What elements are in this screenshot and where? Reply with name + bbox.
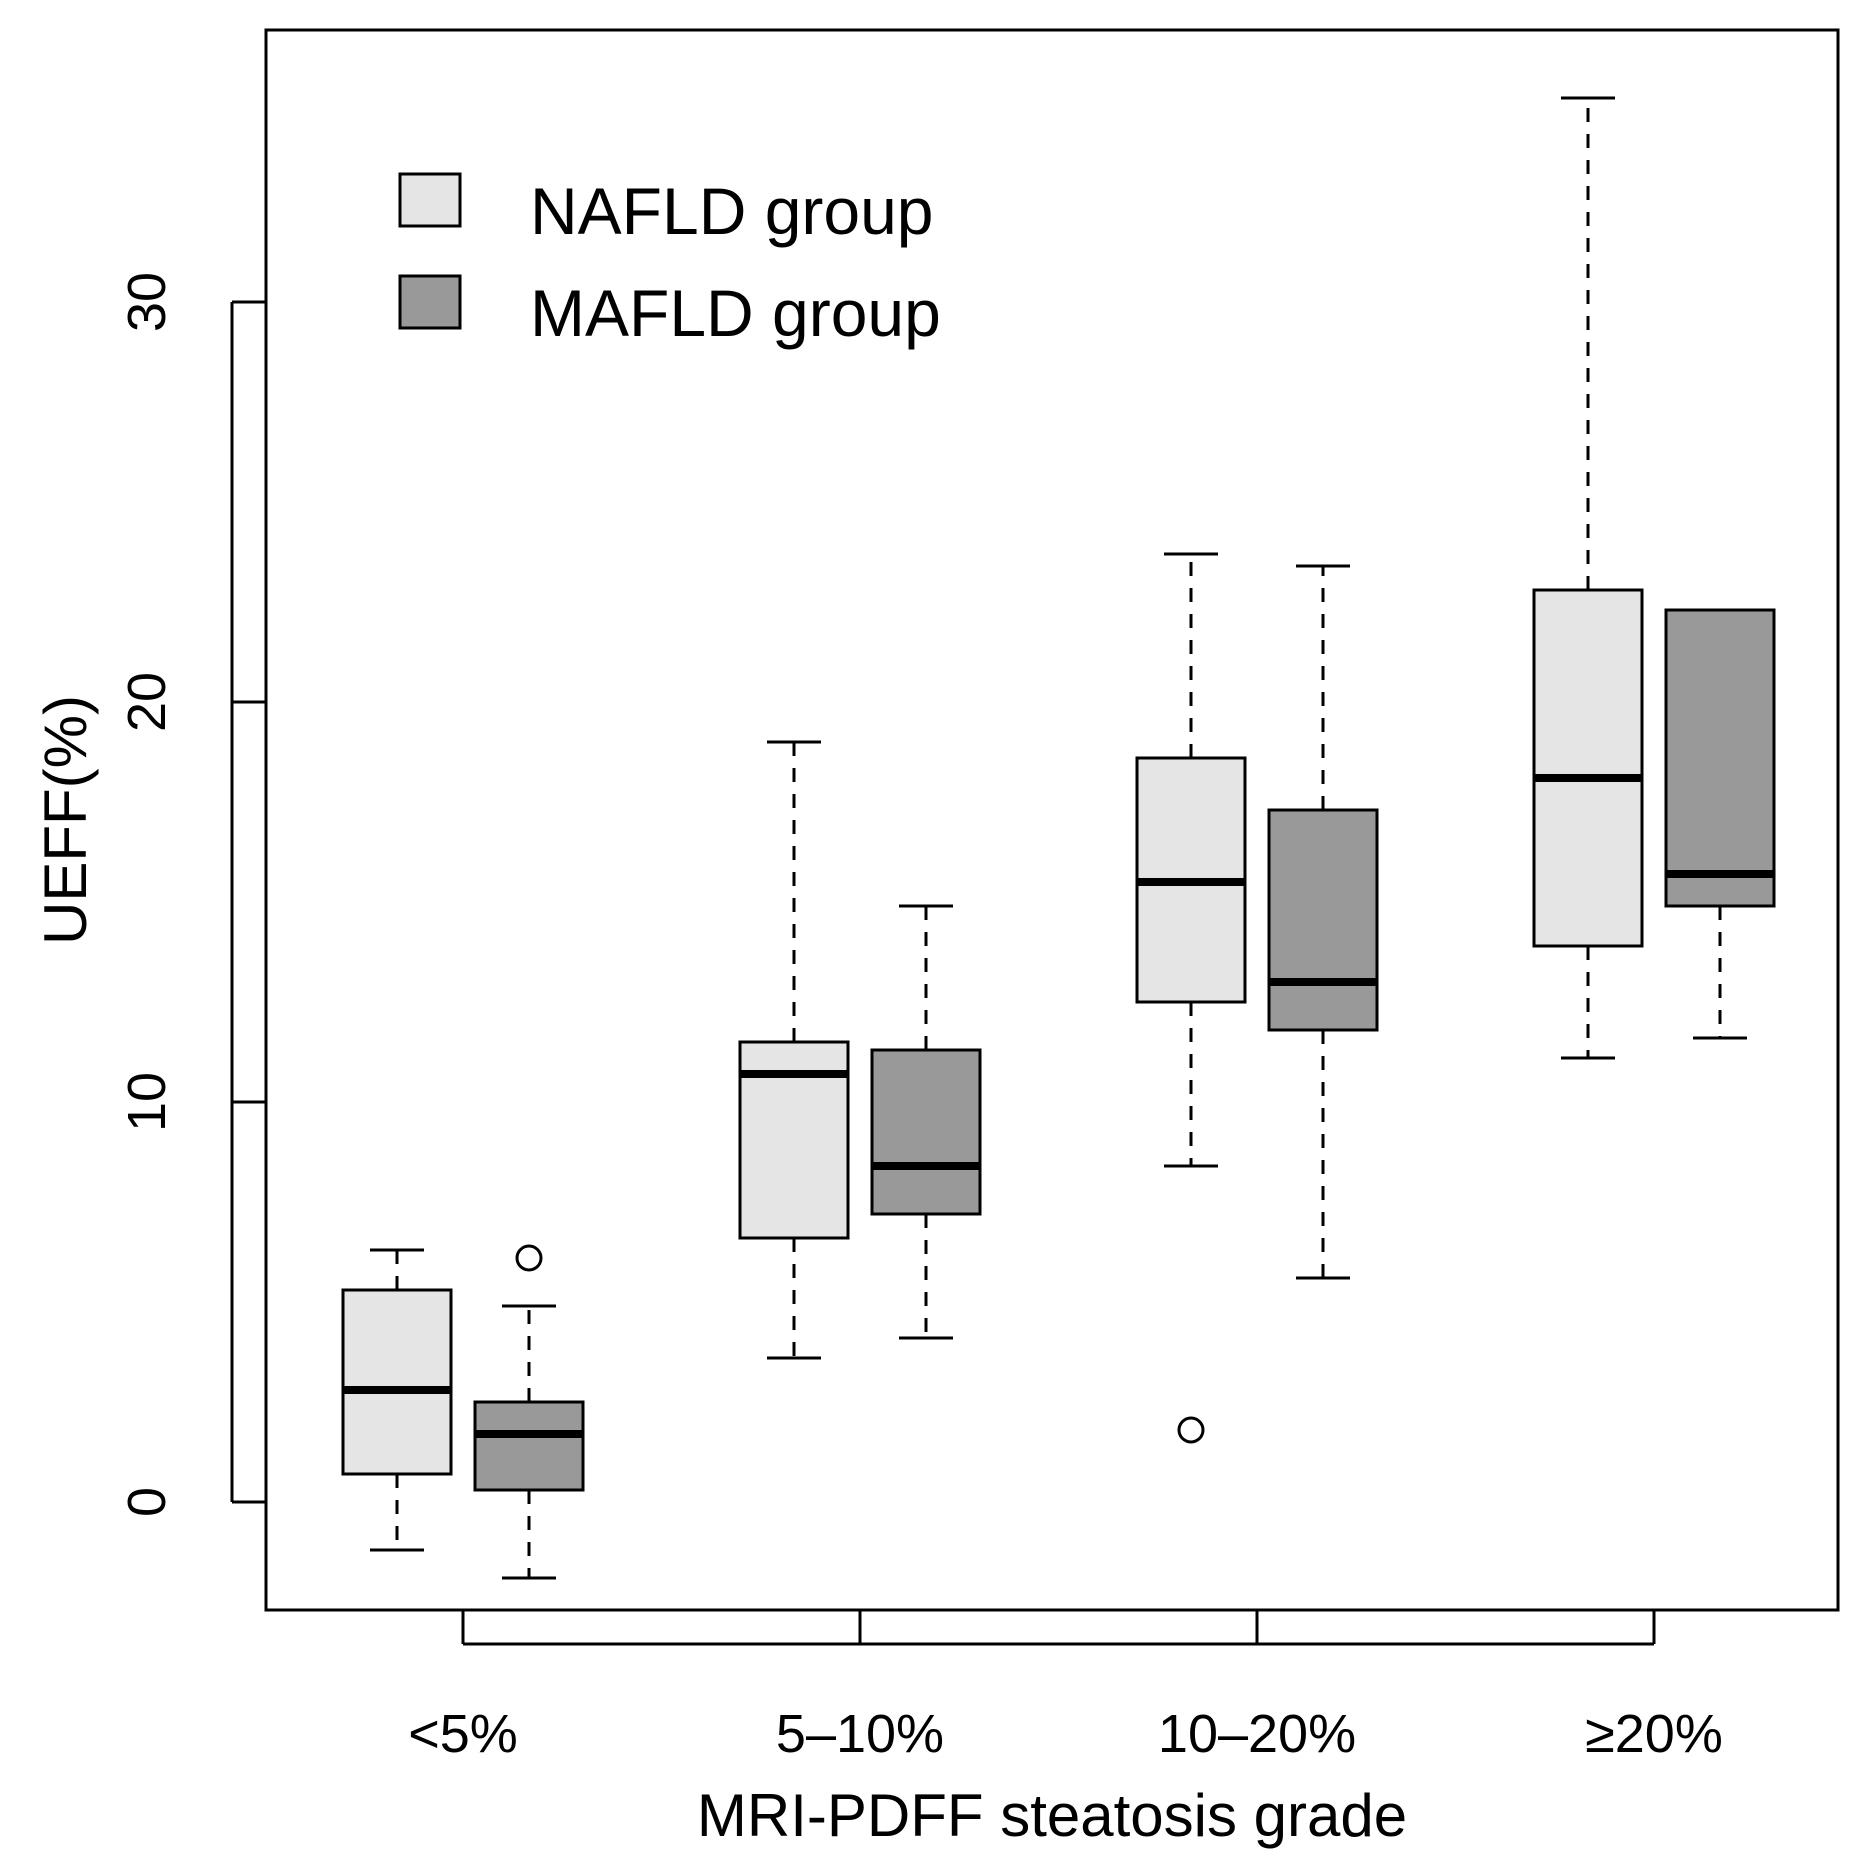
legend-label-nafld: NAFLD group (530, 174, 934, 248)
x-axis-title: MRI-PDFF steatosis grade (697, 1782, 1407, 1849)
box-iqr (1532, 588, 1644, 948)
x-tick-label: 5–10% (776, 1704, 944, 1764)
box-nafld (1135, 552, 1247, 1444)
outlier-point (1177, 1416, 1205, 1444)
y-tick-label: 10 (117, 1072, 177, 1132)
box-iqr (1664, 608, 1776, 908)
x-tick-label: <5% (408, 1704, 518, 1764)
box-nafld (1532, 96, 1644, 1060)
x-tick-label: ≥20% (1585, 1704, 1723, 1764)
legend-label-mafld: MAFLD group (530, 276, 941, 350)
box-iqr (473, 1400, 585, 1492)
box-mafld (473, 1244, 585, 1580)
box-nafld (738, 740, 850, 1360)
y-axis-title: UEFF(%) (32, 695, 99, 945)
legend-swatch-mafld (398, 274, 462, 330)
box-mafld (1664, 608, 1776, 1040)
box-iqr (341, 1288, 453, 1476)
x-tick-label: 10–20% (1158, 1704, 1356, 1764)
box-iqr (1267, 808, 1379, 1032)
legend-swatch-nafld (398, 172, 462, 228)
y-tick-label: 20 (117, 672, 177, 732)
boxplot-series (341, 96, 1776, 1580)
y-tick-label: 0 (117, 1487, 177, 1517)
box-mafld (870, 904, 982, 1340)
box-mafld (1267, 564, 1379, 1280)
y-tick-label: 30 (117, 272, 177, 332)
box-nafld (341, 1248, 453, 1552)
legend: NAFLD group MAFLD group (398, 172, 941, 350)
x-axis: <5% 5–10% 10–20% ≥20% (408, 1610, 1723, 1764)
plot-frame (264, 28, 1840, 1612)
box-iqr (870, 1048, 982, 1216)
y-axis: 0 10 20 30 (117, 272, 266, 1517)
outlier-point (515, 1244, 543, 1272)
